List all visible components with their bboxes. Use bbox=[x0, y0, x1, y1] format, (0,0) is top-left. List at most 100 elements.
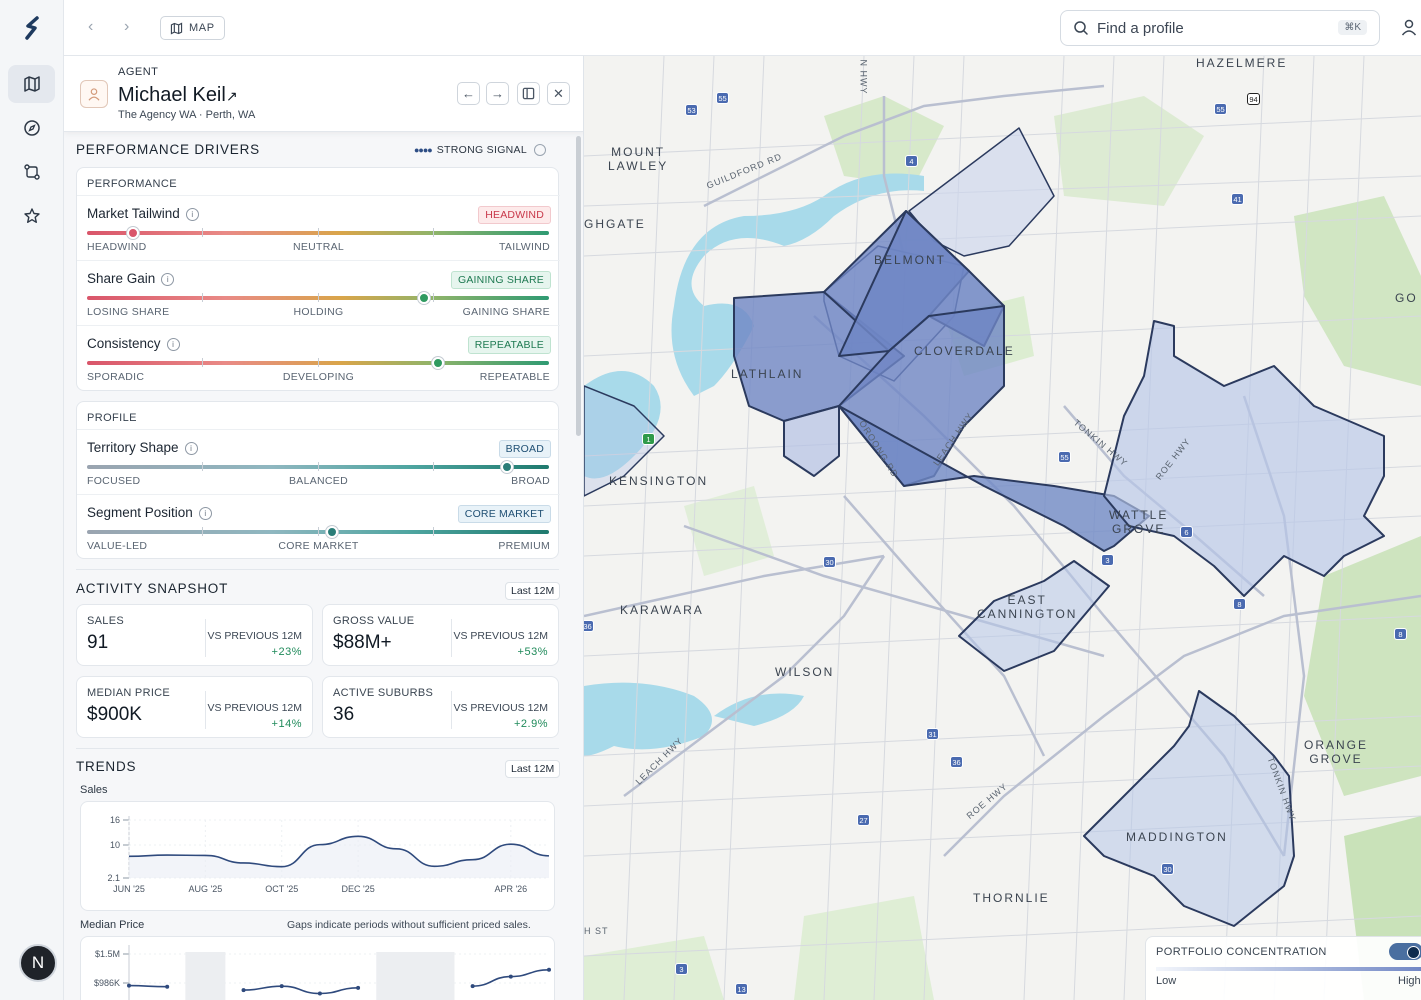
stat-title: MEDIAN PRICE bbox=[87, 687, 171, 699]
scale-low: HEADWIND bbox=[87, 241, 147, 253]
median-chart-svg: $1.5M $986K bbox=[94, 945, 551, 1000]
y-tick-label: $1.5M bbox=[95, 949, 120, 959]
metric-name: Territory Shape bbox=[87, 440, 179, 455]
info-icon[interactable]: i bbox=[198, 507, 212, 520]
map-label-thornlie: THORNLIE bbox=[973, 891, 1050, 905]
map-label-kensington: KENSINGTON bbox=[609, 474, 709, 488]
legend-toggle[interactable] bbox=[1389, 943, 1421, 960]
compare-icon bbox=[23, 164, 40, 180]
metric-marker bbox=[418, 292, 431, 304]
panel-scrollbar[interactable] bbox=[576, 136, 581, 436]
road-label: N HWY bbox=[858, 59, 869, 95]
median-line bbox=[243, 985, 359, 995]
close-icon: ✕ bbox=[553, 85, 564, 101]
map-label-go: GO bbox=[1395, 291, 1418, 305]
map-label-orange-grove: ORANGE GROVE bbox=[1304, 738, 1369, 766]
trends-title: TRENDS bbox=[76, 759, 137, 774]
bar-tick bbox=[433, 462, 434, 471]
map-label-lathlain: LATHLAIN bbox=[731, 367, 804, 381]
metric-tag: BROAD bbox=[498, 440, 551, 458]
info-icon[interactable] bbox=[534, 144, 546, 156]
user-icon[interactable] bbox=[1400, 18, 1418, 36]
forward-icon[interactable]: › bbox=[124, 18, 130, 35]
activity-title: ACTIVITY SNAPSHOT bbox=[76, 581, 229, 596]
metric-label: Consistency i bbox=[87, 336, 180, 351]
metric-bar bbox=[87, 461, 549, 473]
route-shield: 4 bbox=[905, 155, 918, 167]
next-profile-button[interactable]: → bbox=[486, 82, 509, 105]
stat-divider bbox=[205, 619, 206, 657]
scale-low: SPORADIC bbox=[87, 371, 145, 383]
metric-row: Segment Position i CORE MARKET VALUE-LED COR… bbox=[77, 494, 560, 559]
map-label-hazelmere: HAZELMERE bbox=[1196, 56, 1288, 70]
scale-high: PREMIUM bbox=[498, 540, 550, 552]
prev-profile-button[interactable]: ← bbox=[457, 82, 480, 105]
user-avatar[interactable]: N bbox=[19, 944, 57, 982]
performance-title: PERFORMANCE DRIVERS bbox=[76, 142, 260, 157]
map-label-wilson: WILSON bbox=[775, 665, 835, 679]
profile-panel: AGENT Michael Keil ↗ The Agency WA · Per… bbox=[64, 56, 584, 1000]
bar-tick bbox=[202, 462, 203, 471]
stat-title: SALES bbox=[87, 615, 124, 627]
nav-map[interactable] bbox=[8, 65, 55, 103]
route-shield: 36 bbox=[950, 756, 963, 768]
gap-band bbox=[185, 952, 226, 1000]
map-view-chip[interactable]: MAP bbox=[160, 16, 225, 40]
app-logo-icon[interactable] bbox=[18, 14, 46, 42]
stat-card: GROSS VALUE $88M+ VS PREVIOUS 12M +53% bbox=[322, 604, 559, 666]
median-line bbox=[128, 984, 168, 988]
toggle-panel-button[interactable] bbox=[517, 82, 540, 105]
gap-note: Gaps indicate periods without sufficient… bbox=[287, 919, 531, 931]
info-icon[interactable]: i bbox=[185, 208, 199, 221]
open-external-icon[interactable]: ↗ bbox=[226, 88, 238, 104]
median-chart-label: Median Price bbox=[80, 919, 145, 931]
profile-card: PROFILE Territory Shape i BROAD FOCUSED BALA… bbox=[76, 401, 560, 559]
route-shield: 94 bbox=[1247, 93, 1260, 105]
nav-compare[interactable] bbox=[8, 153, 55, 191]
divider bbox=[76, 748, 559, 749]
stat-value: 91 bbox=[87, 632, 109, 653]
signal-indicator: ●●●● STRONG SIGNAL bbox=[414, 144, 546, 156]
metric-name: Market Tailwind bbox=[87, 206, 180, 221]
profile-search[interactable]: ⌘K bbox=[1060, 10, 1380, 46]
map-label-belmont: BELMONT bbox=[874, 253, 947, 267]
signal-label: STRONG SIGNAL bbox=[436, 144, 527, 156]
close-panel-button[interactable]: ✕ bbox=[547, 82, 570, 105]
metric-name: Share Gain bbox=[87, 271, 156, 286]
median-point bbox=[165, 984, 170, 989]
bar-tick bbox=[202, 293, 203, 302]
legend-high: High bbox=[1398, 975, 1421, 987]
metric-row: Consistency i REPEATABLE SPORADIC DEVELOPING… bbox=[77, 325, 560, 390]
bar-tick bbox=[433, 293, 434, 302]
stat-title: GROSS VALUE bbox=[333, 615, 415, 627]
back-icon[interactable]: ‹ bbox=[88, 18, 94, 35]
map-chip-label: MAP bbox=[189, 22, 215, 34]
nav-favorites[interactable] bbox=[8, 197, 55, 235]
gap-band bbox=[376, 952, 417, 1000]
trends-period[interactable]: Last 12M bbox=[505, 760, 561, 778]
metric-label: Share Gain i bbox=[87, 271, 175, 286]
stat-value: $88M+ bbox=[333, 632, 392, 653]
bar-tick bbox=[433, 527, 434, 536]
metric-row: Market Tailwind i HEADWIND HEADWIND NEUTRAL T… bbox=[77, 195, 560, 260]
metric-name: Consistency bbox=[87, 336, 161, 351]
activity-period[interactable]: Last 12M bbox=[505, 582, 561, 600]
metric-marker bbox=[325, 526, 338, 538]
metric-bar bbox=[87, 526, 549, 538]
y-tick-label: 10 bbox=[110, 840, 120, 850]
route-shield: 55 bbox=[1058, 451, 1071, 463]
x-tick-label: AUG '25 bbox=[188, 884, 222, 894]
route-shield: 8 bbox=[1394, 628, 1407, 640]
info-icon[interactable]: i bbox=[184, 442, 198, 455]
info-icon[interactable]: i bbox=[166, 338, 180, 351]
search-input[interactable] bbox=[1097, 19, 1327, 37]
map-canvas[interactable]: HAZELMERE MOUNT LAWLEY BELMONT CLOVERDAL… bbox=[584, 56, 1421, 1000]
scale-high: BROAD bbox=[511, 475, 550, 487]
group-category: PERFORMANCE bbox=[87, 178, 177, 190]
info-icon[interactable]: i bbox=[161, 273, 175, 286]
x-tick-label: OCT '25 bbox=[265, 884, 298, 894]
scale-low: FOCUSED bbox=[87, 475, 141, 487]
sales-area bbox=[129, 836, 549, 878]
nav-explore[interactable] bbox=[8, 109, 55, 147]
